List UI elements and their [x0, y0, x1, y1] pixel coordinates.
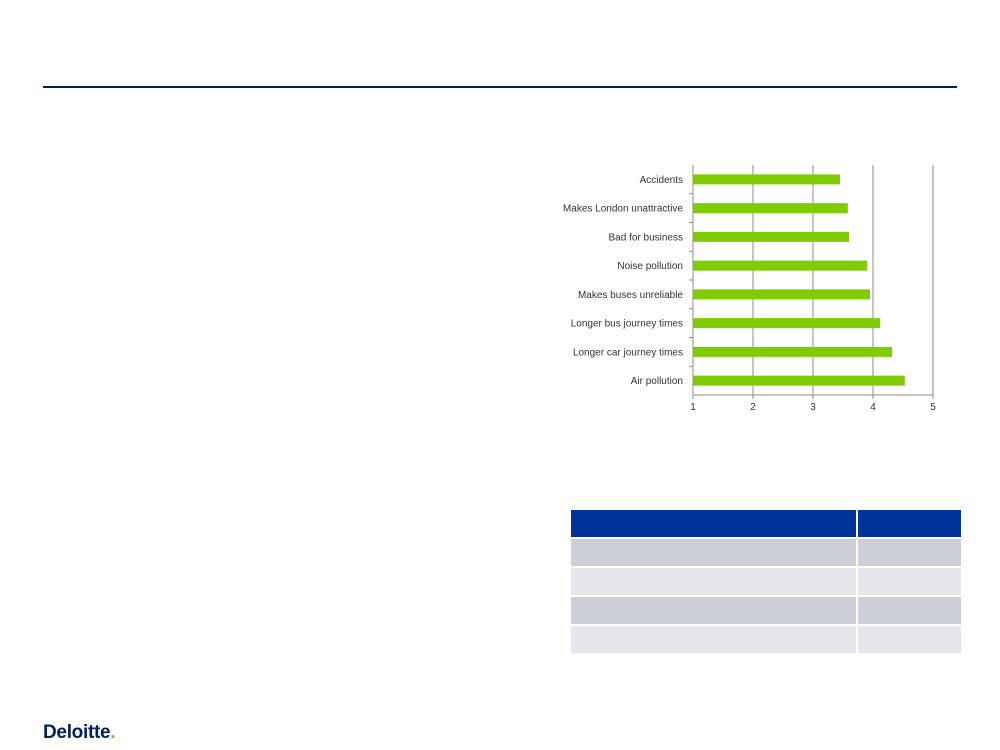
table-row — [571, 595, 961, 625]
bar — [693, 375, 905, 386]
table-cell — [857, 624, 961, 653]
x-tick-label: 5 — [930, 402, 936, 413]
category-label: Air pollution — [631, 376, 683, 387]
bar — [693, 289, 870, 300]
bar — [693, 174, 840, 185]
x-tick-label: 2 — [750, 402, 756, 413]
deloitte-logo[interactable]: Deloitte. — [43, 722, 116, 744]
category-label: Accidents — [640, 175, 683, 186]
category-label: Noise pollution — [617, 261, 683, 272]
bar — [693, 318, 881, 329]
logo-dot: . — [110, 722, 116, 743]
table-header-row — [571, 510, 961, 538]
logo-wordmark: Deloitte — [43, 722, 111, 743]
category-label: Longer car journey times — [573, 347, 683, 358]
table-header-cell — [857, 510, 961, 538]
table-cell — [571, 595, 858, 625]
bar-chart: 1 2 3 4 5 Accidents Makes London unattractive B… — [563, 165, 936, 413]
x-tick-label: 3 — [810, 402, 816, 413]
table-cell — [571, 566, 858, 596]
bar — [693, 260, 867, 271]
header-rule — [43, 86, 957, 88]
bar — [693, 231, 849, 242]
table-cell — [571, 537, 858, 567]
table-cell — [857, 595, 961, 625]
x-tick-label: 4 — [870, 402, 876, 413]
category-label: Longer bus journey times — [571, 319, 683, 330]
table-cell — [571, 624, 858, 653]
bar — [693, 203, 848, 214]
category-label: Makes buses unreliable — [578, 290, 683, 301]
category-label: Makes London unattractive — [563, 204, 684, 215]
bar — [693, 346, 893, 357]
table-row — [571, 624, 961, 653]
table-cell — [857, 537, 961, 567]
category-label: Bad for business — [609, 232, 684, 243]
table-header-cell — [571, 510, 858, 538]
table-row — [571, 566, 961, 596]
table-row — [571, 537, 961, 567]
data-table — [571, 510, 961, 653]
table-cell — [857, 566, 961, 596]
x-tick-label: 1 — [690, 402, 696, 413]
